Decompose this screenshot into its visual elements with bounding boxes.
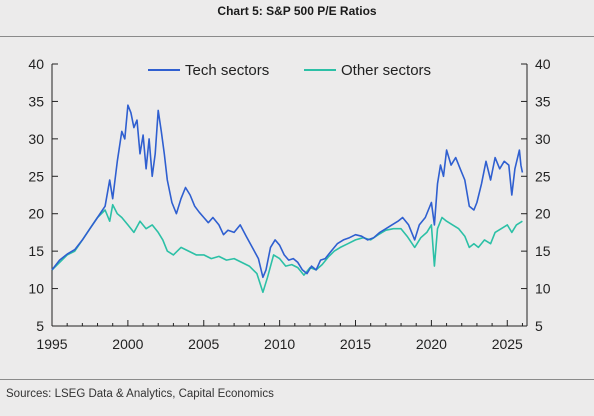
y-tick-label-right: 20 [535, 206, 551, 222]
y-tick-label-right: 40 [535, 56, 551, 72]
y-tick-label-right: 30 [535, 131, 551, 147]
y-tick-label-left: 25 [28, 168, 44, 184]
y-tick-label-right: 5 [535, 318, 543, 334]
y-tick-label-right: 10 [535, 281, 551, 297]
y-tick-label-left: 20 [28, 206, 44, 222]
chart-legend: Tech sectors Other sectors [148, 62, 431, 79]
bottom-rule [0, 379, 594, 380]
x-tick-label: 2010 [264, 336, 295, 352]
x-tick-label: 2015 [340, 336, 371, 352]
chart-lines [51, 104, 524, 294]
source-note: Sources: LSEG Data & Analytics, Capital … [6, 388, 274, 400]
legend-label-other: Other sectors [341, 62, 431, 79]
y-tick-label-left: 15 [28, 243, 44, 259]
y-tick-label-left: 30 [28, 131, 44, 147]
y-tick-label-left: 10 [28, 281, 44, 297]
series-line-other [51, 203, 523, 294]
x-tick-label: 2000 [112, 336, 143, 352]
x-tick-label: 2005 [188, 336, 219, 352]
y-tick-label-right: 35 [535, 93, 551, 109]
y-tick-label-left: 5 [36, 318, 44, 334]
y-tick-label-left: 40 [28, 56, 44, 72]
chart-title: Chart 5: S&P 500 P/E Ratios [217, 4, 377, 18]
x-tick-label: 1995 [36, 336, 67, 352]
y-tick-label-right: 25 [535, 168, 551, 184]
series-line-tech [51, 104, 524, 279]
y-tick-label-left: 35 [28, 93, 44, 109]
x-tick-label: 2025 [492, 336, 523, 352]
x-tick-label: 2020 [416, 336, 447, 352]
legend-label-tech: Tech sectors [185, 62, 269, 79]
top-rule [0, 36, 594, 37]
y-tick-label-right: 15 [535, 243, 551, 259]
